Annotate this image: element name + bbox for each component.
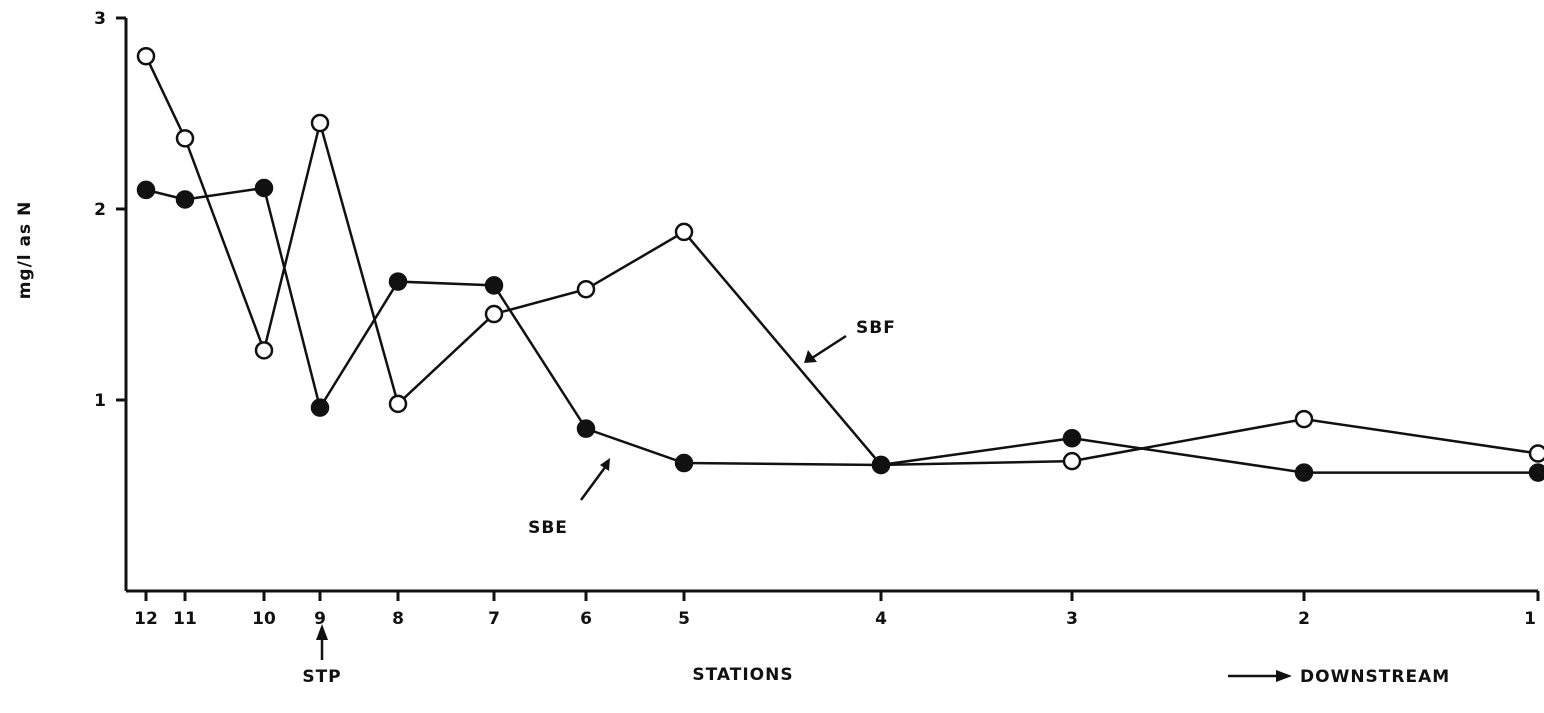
data-point-sbe bbox=[674, 453, 694, 473]
sbe-series-label: SBE bbox=[528, 518, 568, 538]
sbe-label-group: SBE bbox=[528, 458, 610, 538]
data-point-sbe bbox=[136, 180, 156, 200]
data-point-sbf bbox=[484, 304, 504, 324]
downstream-label: DOWNSTREAM bbox=[1300, 667, 1450, 687]
data-point-sbf bbox=[1528, 444, 1544, 463]
x-tick-label: 10 bbox=[252, 609, 276, 629]
data-point-sbe bbox=[1062, 428, 1082, 448]
y-ticks: 1 2 3 bbox=[94, 9, 126, 411]
data-point-sbf bbox=[1294, 409, 1314, 429]
data-point-sbe bbox=[1294, 463, 1314, 482]
series-line-sbe bbox=[145, 186, 1538, 474]
data-point-sbe bbox=[1528, 463, 1544, 482]
x-tick-label: 12 bbox=[134, 609, 158, 629]
downstream-annotation: DOWNSTREAM bbox=[1228, 667, 1450, 687]
sbf-label-arrow-shaft bbox=[811, 334, 847, 360]
x-ticks: 12 11 10 9 8 7 6 5 4 3 2 1 bbox=[134, 591, 1540, 629]
stp-arrow-head bbox=[316, 624, 328, 640]
x-tick-label: 1 bbox=[1524, 609, 1536, 629]
data-point-sbe bbox=[254, 178, 274, 198]
x-tick-label: 3 bbox=[1066, 609, 1078, 629]
stp-label: STP bbox=[302, 667, 341, 687]
data-point-sbf bbox=[1062, 451, 1082, 471]
x-tick-label: 4 bbox=[875, 609, 887, 629]
y-tick-label: 2 bbox=[94, 200, 106, 220]
sbe-label-arrow-head bbox=[600, 458, 610, 471]
data-point-sbe bbox=[484, 276, 504, 295]
y-tick-label: 1 bbox=[94, 391, 106, 411]
series-layer bbox=[136, 46, 1544, 482]
x-tick-label: 8 bbox=[392, 609, 404, 629]
data-point-sbf bbox=[310, 113, 330, 133]
data-point-sbf bbox=[175, 129, 195, 148]
sbf-label-arrow-head bbox=[804, 350, 817, 363]
data-point-sbe bbox=[871, 455, 891, 475]
x-axis-label: STATIONS bbox=[692, 665, 793, 685]
sbe-label-arrow-shaft bbox=[579, 465, 608, 501]
x-tick-label: 7 bbox=[488, 609, 500, 629]
data-point-sbe bbox=[388, 272, 408, 291]
data-point-sbf bbox=[254, 341, 274, 360]
x-tick-label: 6 bbox=[580, 609, 592, 629]
data-point-sbe bbox=[175, 190, 195, 209]
data-point-sbe bbox=[576, 419, 596, 438]
sbf-series-label: SBF bbox=[856, 318, 896, 338]
x-tick-label: 5 bbox=[678, 609, 690, 629]
x-tick-label: 2 bbox=[1298, 609, 1310, 629]
downstream-arrow-head bbox=[1276, 670, 1292, 682]
sbf-label-group: SBF bbox=[804, 318, 896, 363]
y-tick-label: 3 bbox=[94, 9, 106, 29]
stp-annotation: STP bbox=[302, 624, 341, 687]
data-point-sbe bbox=[310, 398, 330, 417]
data-point-sbf bbox=[136, 46, 156, 66]
data-point-sbf bbox=[674, 222, 694, 242]
x-tick-label: 9 bbox=[314, 609, 326, 629]
data-point-sbf bbox=[388, 394, 408, 414]
x-tick-label: 11 bbox=[173, 609, 197, 629]
y-axis-label: mg/l as N bbox=[15, 201, 35, 300]
series-line-sbf bbox=[144, 55, 1539, 467]
data-point-sbf bbox=[576, 279, 596, 299]
